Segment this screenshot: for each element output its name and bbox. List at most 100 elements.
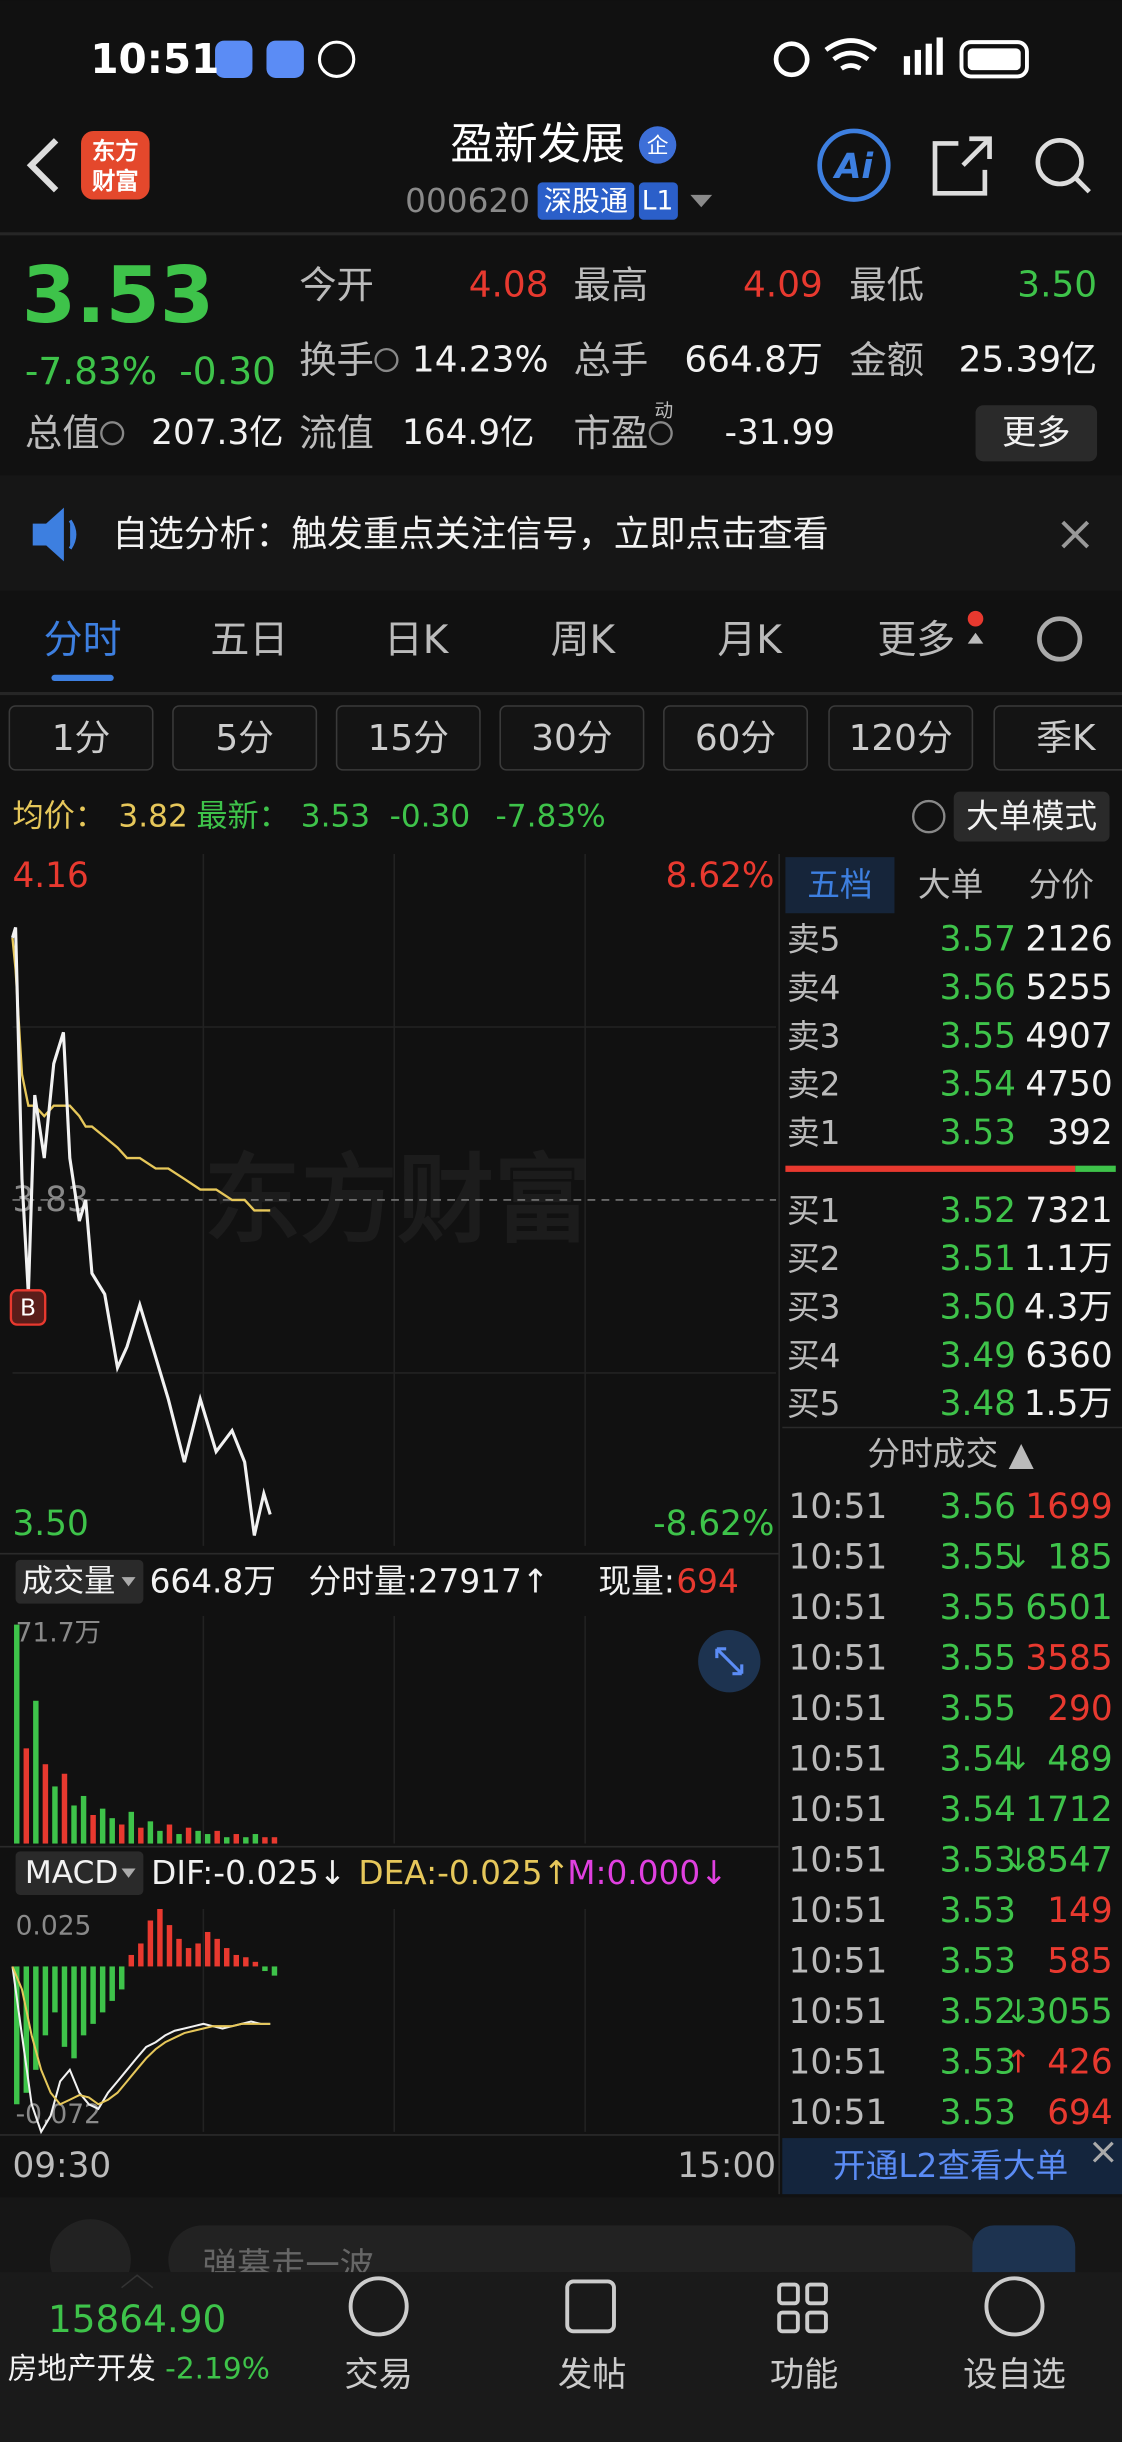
field-value: 164.9亿 xyxy=(402,413,534,453)
volume-bar xyxy=(185,1827,192,1844)
volume-bar xyxy=(214,1830,220,1844)
volume-bar xyxy=(71,1805,77,1844)
panel-select[interactable] xyxy=(15,1559,144,1604)
panel-select[interactable] xyxy=(15,1851,144,1895)
search-button[interactable] xyxy=(1035,137,1084,187)
badge-dot xyxy=(967,610,984,627)
book-tab[interactable]: 分价 xyxy=(1029,866,1094,904)
more-label[interactable]: 更多 xyxy=(1002,413,1071,453)
bottom-nav xyxy=(0,2272,1122,2442)
trade-time: 10:51 xyxy=(789,1941,888,1981)
panel-label[interactable]: MACD xyxy=(25,1855,118,1891)
period-label[interactable]: 30分 xyxy=(531,718,612,759)
promo-bar[interactable] xyxy=(782,2138,1122,2195)
close-promo[interactable] xyxy=(1092,2141,1114,2163)
tab[interactable]: 日K xyxy=(384,618,450,663)
nav-item[interactable]: 功能 xyxy=(770,2355,839,2395)
macd-bar xyxy=(128,1954,135,1967)
clock: 10:51 xyxy=(90,35,219,83)
period-button[interactable] xyxy=(499,705,645,771)
period-label[interactable]: 季K xyxy=(1036,718,1097,759)
volume-bar xyxy=(224,1837,230,1844)
trade-volume: 1699 xyxy=(1025,1487,1112,1527)
trade-time: 10:51 xyxy=(789,1537,888,1577)
volume-total: 664.8万 xyxy=(150,1563,276,1601)
nav-item[interactable]: 设自选 xyxy=(963,2355,1066,2395)
promo-text[interactable]: 开通L2查看大单 xyxy=(833,2147,1068,2185)
close-notice[interactable] xyxy=(1061,520,1090,549)
dropdown xyxy=(121,1868,136,1878)
latest-change: -0.30 xyxy=(390,799,471,835)
trade-price: 3.54 xyxy=(940,1739,1016,1779)
book-label: 卖1 xyxy=(787,1114,841,1152)
book-volume: 4750 xyxy=(1025,1065,1112,1105)
field-value: 4.08 xyxy=(469,265,549,306)
book-price: 3.53 xyxy=(940,1113,1016,1153)
notice-bar[interactable] xyxy=(0,475,1122,591)
macd-bar xyxy=(224,1948,230,1967)
field-label: 今开 xyxy=(299,263,374,307)
minute-volume: 分时量:27917↑ xyxy=(309,1563,550,1601)
back-button[interactable] xyxy=(26,138,59,193)
book-label: 买2 xyxy=(787,1240,841,1278)
nav-item[interactable]: 交易 xyxy=(344,2355,413,2395)
book-price: 3.49 xyxy=(940,1336,1016,1376)
nav-item[interactable]: 发帖 xyxy=(558,2355,627,2395)
volume-bar xyxy=(195,1830,201,1844)
tab[interactable]: 周K xyxy=(551,618,617,663)
period-button[interactable] xyxy=(828,705,974,771)
period-button[interactable] xyxy=(8,705,154,771)
period-label[interactable]: 15分 xyxy=(368,718,449,759)
expand-icon xyxy=(715,1647,744,1676)
book-ratio-buy xyxy=(1075,1165,1116,1172)
tab[interactable]: 更多 xyxy=(877,618,955,663)
notice-text[interactable]: 自选分析：触发重点关注信号，立即点击查看 xyxy=(112,514,829,555)
tab[interactable]: 五日 xyxy=(210,618,288,663)
field-label: 最低 xyxy=(849,263,924,307)
field-value: 25.39亿 xyxy=(959,340,1097,381)
field-value: 14.23% xyxy=(412,340,549,381)
volume-bar xyxy=(252,1834,259,1844)
volume-bar xyxy=(176,1834,182,1844)
macd-bar xyxy=(138,1943,144,1967)
latest-change-pct: -7.83% xyxy=(496,799,606,835)
period-label[interactable]: 120分 xyxy=(849,718,953,759)
macd-bar xyxy=(233,1954,240,1967)
avg-value: 3.82 xyxy=(118,799,187,835)
price-line xyxy=(10,926,272,1536)
macd-bar xyxy=(271,1966,278,1976)
volume-bar xyxy=(128,1811,135,1844)
book-volume: 2126 xyxy=(1025,920,1112,960)
mode-label[interactable]: 大单模式 xyxy=(966,798,1097,836)
period-label[interactable]: 60分 xyxy=(695,718,776,759)
macd-bar xyxy=(243,1957,249,1967)
ai-button[interactable] xyxy=(817,128,891,202)
trade-volume: 3585 xyxy=(1025,1638,1112,1678)
ai-label[interactable]: Ai xyxy=(832,147,875,187)
trade-volume: 6501 xyxy=(1025,1588,1112,1628)
period-label[interactable]: 5分 xyxy=(215,718,274,759)
macd-bar xyxy=(52,1966,58,2013)
book-tab[interactable]: 大单 xyxy=(918,866,983,904)
period-button[interactable] xyxy=(172,705,318,771)
share-button[interactable] xyxy=(932,136,992,196)
period-button[interactable] xyxy=(993,705,1122,771)
more-button[interactable] xyxy=(975,405,1098,462)
latest-value: 3.53 xyxy=(301,799,370,835)
trades-title[interactable]: 分时成交 ▲ xyxy=(867,1435,1034,1473)
book-tab[interactable]: 五档 xyxy=(807,866,872,904)
panel-label[interactable]: 成交量 xyxy=(22,1564,115,1600)
mode-button[interactable] xyxy=(953,791,1110,842)
period-label[interactable]: 1分 xyxy=(52,718,111,759)
book-label: 卖5 xyxy=(787,921,841,959)
settings-button[interactable] xyxy=(1037,616,1083,662)
current-label: 现量: xyxy=(598,1563,674,1601)
dea-line xyxy=(11,1966,271,2106)
period-button[interactable] xyxy=(335,705,481,771)
volume-bar xyxy=(90,1814,96,1844)
period-button[interactable] xyxy=(663,705,808,771)
tab[interactable]: 分时 xyxy=(44,618,122,663)
tab[interactable]: 月K xyxy=(717,618,783,663)
field-value: 207.3亿 xyxy=(151,413,283,453)
